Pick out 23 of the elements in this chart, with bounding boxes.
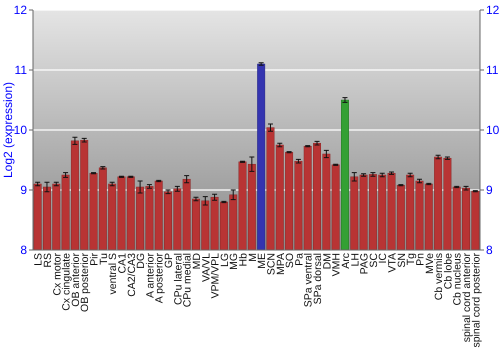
x-tick-label: Cb lobe [442,252,454,290]
x-tick-label: A posterior [154,252,166,304]
y-axis-title: Log2 (expression) [1,82,15,178]
y-tick-label: 8 [20,243,28,258]
x-tick-label: VA/VL [200,252,212,282]
y2-tick-label: 11 [486,63,499,78]
y-tick-label: 12 [14,3,28,18]
y2-tick-label: 10 [486,123,500,138]
y2-tick-label: 9 [486,183,493,198]
x-tick-label: GP [163,253,176,268]
y-tick-label: 9 [20,183,28,198]
x-tick-label: Tg [405,252,418,266]
y2-tick-label: 8 [486,243,493,258]
x-tick-label: MPA [274,253,287,275]
y2-tick-label: 12 [486,3,500,18]
y-tick-label: 10 [14,123,28,138]
x-tick-label: OB posterior [79,252,92,312]
y-tick-label: 11 [14,63,28,78]
x-tick-label: LH [349,253,362,266]
x-tick-label: MVe [424,252,436,274]
x-tick-label: IC [377,252,390,264]
x-tick-label: Cb nucleus [452,253,464,306]
x-tick-label: CA2/CA3 [126,252,138,297]
